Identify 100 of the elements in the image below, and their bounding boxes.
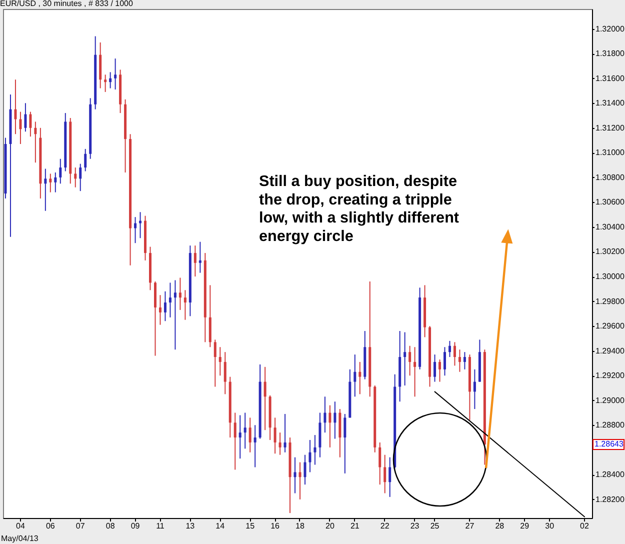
candlestick (218, 346, 222, 376)
y-tick-label: 1.28200 (596, 494, 625, 504)
candlestick (44, 168, 47, 212)
candlestick (168, 282, 172, 318)
candlestick (238, 414, 242, 460)
text: May/04/13 (1, 534, 39, 543)
candlestick (463, 352, 466, 370)
candlestick (198, 241, 202, 274)
x-tick-label: 20 (325, 522, 335, 530)
chart-title: EUR/USD , 30 minutes , # 833 / 1000 (0, 0, 134, 8)
y-tick-label: 1.32000 (596, 24, 625, 34)
candlestick (294, 456, 296, 494)
candlestick (264, 366, 266, 431)
candlestick (358, 361, 362, 395)
y-tick-label: 1.28400 (596, 470, 625, 480)
candlestick (104, 74, 107, 92)
candlestick (284, 413, 286, 453)
x-tick-label: 23 (410, 522, 420, 530)
candlestick (328, 404, 332, 448)
x-tick-label: 16 (270, 522, 280, 530)
candlestick (158, 294, 162, 326)
candlestick (178, 277, 182, 310)
candlestick (248, 417, 252, 453)
candlestick (404, 332, 406, 386)
candlestick (324, 396, 326, 434)
candlestick (49, 173, 52, 193)
candlestick (134, 216, 137, 244)
x-tick-label: 13 (186, 522, 196, 530)
y-tick-label: 1.31000 (596, 148, 625, 158)
y-tick-label: 1.31200 (596, 123, 625, 132)
candlestick (274, 417, 276, 454)
candlestick (254, 424, 256, 468)
candlestick (453, 342, 456, 366)
candlestick (109, 72, 112, 89)
candlestick (308, 439, 312, 473)
x-tick-label: 22 (380, 522, 390, 530)
candlestick (448, 340, 451, 358)
x-tick-label: 07 (76, 522, 86, 530)
x-tick-label: 08 (106, 522, 116, 530)
candlestick (414, 346, 416, 398)
x-tick-label: 04 (16, 522, 26, 530)
x-tick-label: 06 (46, 522, 56, 530)
annotation: Still a buy position, despite the drop, creating a tripple low, with a slightly different energy circle (259, 173, 460, 245)
y-tick-label: 1.29400 (596, 346, 625, 356)
x-tick-label: 21 (350, 522, 360, 530)
candlestick (174, 280, 176, 350)
y-tick-label: 1.30000 (596, 272, 625, 282)
x-tick-label: 11 (156, 522, 165, 530)
x-tick-label: 28 (495, 522, 505, 530)
candlestick (384, 454, 386, 494)
candlestick (224, 352, 226, 395)
x-tick-label: 29 (520, 522, 530, 530)
y-tick-label: 1.31600 (596, 74, 625, 83)
candlestick (244, 412, 246, 450)
candlestick (304, 454, 306, 486)
candlestick (344, 413, 346, 474)
y-tick-label: 1.29000 (596, 396, 625, 405)
y-tick-label: 1.31400 (596, 98, 625, 108)
candlestick (34, 121, 37, 164)
x-tick-label: 09 (130, 522, 140, 530)
y-tick-label: 1.29800 (596, 296, 625, 306)
candlestick (79, 163, 82, 192)
candlestick (24, 102, 27, 132)
candlestick (388, 456, 392, 498)
y-tick-label: 1.30200 (596, 247, 625, 256)
candlestick (473, 368, 476, 410)
y-tick-label: 1.28800 (596, 420, 625, 430)
candlestick (84, 148, 87, 172)
candlestick (444, 346, 446, 376)
x-tick-label: 02 (580, 522, 590, 530)
candlestick (29, 111, 32, 138)
candlestick (378, 442, 382, 486)
candlestick (408, 345, 412, 376)
candlestick (298, 462, 302, 500)
candlestick (214, 339, 216, 388)
x-tick-label: 18 (296, 522, 305, 530)
y-tick-label: 1.29200 (596, 371, 625, 380)
candlestick (19, 111, 22, 144)
y-tick-label: 1.30600 (596, 198, 625, 207)
y-tick-label: 1.30800 (596, 172, 625, 182)
candlestick (164, 290, 166, 322)
candlestick (234, 412, 236, 470)
y-tick-label: 1.31800 (596, 49, 625, 58)
candlestick (314, 434, 316, 466)
x-tick-label: 14 (216, 522, 226, 530)
y-tick-label: 1.30400 (596, 222, 625, 232)
candlestick (434, 354, 436, 382)
candlestick (114, 58, 117, 90)
candlestick (334, 401, 336, 440)
x-tick-label: 30 (545, 522, 555, 530)
candlestick (74, 167, 77, 188)
candlestick (14, 79, 17, 135)
candlestick (354, 354, 356, 398)
candlestick (184, 290, 186, 320)
candlestick (54, 172, 57, 193)
candlestick (139, 212, 142, 239)
y-tick-label: 1.29600 (596, 322, 625, 331)
candlestick (438, 358, 442, 382)
candlestick (59, 158, 62, 184)
candlestick (194, 245, 196, 278)
